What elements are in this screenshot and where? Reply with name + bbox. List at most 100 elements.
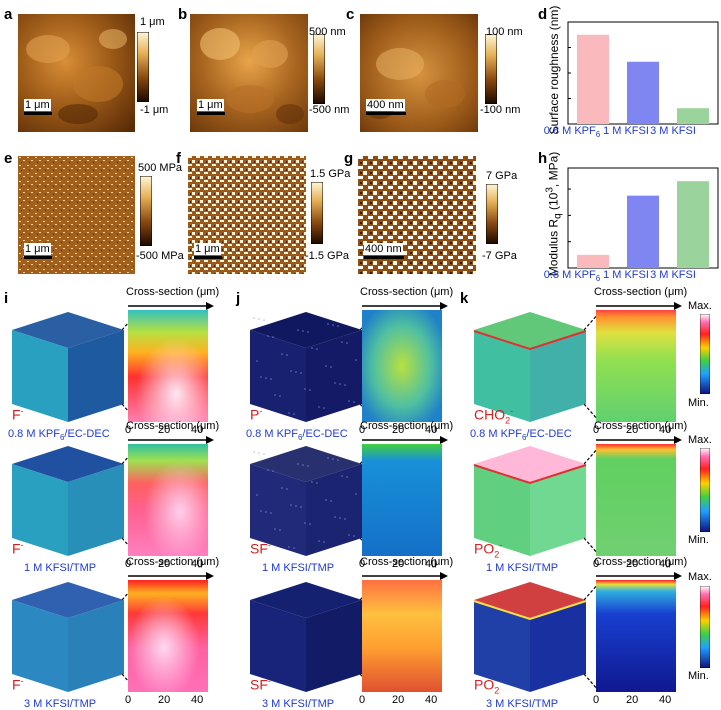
bar-2 <box>627 195 659 268</box>
colorbar-min-c: -100 nm <box>480 104 521 116</box>
ion-species-label: PO2- <box>474 676 503 696</box>
tof-cross-section <box>362 444 442 556</box>
ion-species-label: SF- <box>250 540 271 557</box>
tof-3d-cube <box>473 312 587 422</box>
electrolyte-label: 1 M KFSI/TMP <box>486 562 559 574</box>
ion-species-label: P- <box>250 406 263 423</box>
colorbar-min-f: -1.5 GPa <box>305 250 350 262</box>
bar-2 <box>627 61 659 124</box>
scalebar-label-c: 400 nm <box>366 99 405 111</box>
colorbar-k2 <box>700 448 710 532</box>
cross-section-axis-label: Cross-section (μm) <box>360 286 454 298</box>
depth-arrow <box>596 302 682 310</box>
tof-3d-cube <box>473 446 587 556</box>
colorbar-max-k1: Max. <box>688 300 712 312</box>
scalebar-e <box>24 256 52 259</box>
panel-label-k: k <box>460 290 469 307</box>
scalebar-label-f: 1 μm <box>194 243 221 255</box>
ion-species-label: F- <box>12 540 24 557</box>
cross-section-tick: 20 <box>626 558 639 570</box>
cross-section-tick: 0 <box>593 558 600 570</box>
electrolyte-label: 0.8 M KPF6/EC-DEC <box>8 428 110 443</box>
colorbar-max-g: 7 GPa <box>486 170 518 182</box>
scalebar-f <box>194 256 222 259</box>
cross-section-tick: 0 <box>359 558 366 570</box>
scalebar-b <box>197 112 225 115</box>
tof-3d-cube <box>12 446 124 556</box>
colorbar-max-f: 1.5 GPa <box>310 168 351 180</box>
category-label-kpf6: 0.8 M KPF6 <box>543 125 601 140</box>
cross-section-tick: 40 <box>191 424 204 436</box>
tof-3d-cube <box>12 312 124 422</box>
electrolyte-label: 1 M KFSI/TMP <box>24 562 97 574</box>
panel-label-a: a <box>4 6 13 23</box>
colorbar-min-k2: Min. <box>688 534 709 546</box>
cross-section-tick: 40 <box>659 424 672 436</box>
category-label-3m-kfsi: 3 M KFSI <box>650 269 696 281</box>
cross-section-tick: 20 <box>392 424 405 436</box>
cross-section-tick: 20 <box>158 424 171 436</box>
panel-label-e: e <box>4 150 13 167</box>
depth-arrow <box>596 572 682 580</box>
colorbar-max-c: 100 nm <box>486 26 523 38</box>
ion-species-label: CHO2- <box>474 406 514 426</box>
electrolyte-label: 3 M KFSI/TMP <box>24 698 97 710</box>
panel-label-j: j <box>236 290 241 307</box>
electrolyte-label: 3 M KFSI/TMP <box>262 698 335 710</box>
electrolyte-label: 3 M KFSI/TMP <box>486 698 559 710</box>
tof-3d-cube <box>250 312 362 422</box>
colorbar-k3 <box>700 586 710 668</box>
scalebar-label-e: 1 μm <box>24 243 51 255</box>
colorbar-max-e: 500 MPa <box>138 162 183 174</box>
depth-arrow <box>128 302 214 310</box>
tof-3d-cube <box>473 582 587 692</box>
cross-section-axis-label: Cross-section (μm) <box>360 556 454 568</box>
depth-arrow <box>128 436 214 444</box>
colorbar-min-b: -500 nm <box>309 104 350 116</box>
ion-species-label: PO2- <box>474 540 503 560</box>
scalebar-g <box>364 256 404 259</box>
depth-arrow <box>596 436 682 444</box>
bar-1 <box>577 34 609 124</box>
category-label-3m-kfsi: 3 M KFSI <box>650 125 696 137</box>
colorbar-min-k1: Min. <box>688 397 709 409</box>
panel-label-b: b <box>178 6 188 23</box>
tof-cross-section <box>128 580 208 692</box>
category-label-1m-kfsi: 1 M KFSI <box>603 125 649 137</box>
colorbar-min-a: -1 μm <box>140 104 169 116</box>
chart-surface-roughness <box>567 21 719 125</box>
bar-3 <box>677 181 709 268</box>
bar-3 <box>677 108 709 124</box>
tof-3d-cube <box>250 446 362 556</box>
tof-cross-section <box>596 444 676 556</box>
panel-label-f: f <box>176 150 181 167</box>
panel-label-c: c <box>346 6 355 23</box>
cross-section-tick: 20 <box>158 694 171 706</box>
connector-lines <box>584 313 599 421</box>
afm-height-image-b <box>190 14 308 132</box>
cross-section-tick: 0 <box>125 558 132 570</box>
connector-lines <box>584 583 599 691</box>
cross-section-tick: 40 <box>425 424 438 436</box>
panel-label-g: g <box>344 150 354 167</box>
colorbar-f <box>311 182 323 244</box>
cross-section-tick: 40 <box>659 694 672 706</box>
tof-3d-cube <box>12 582 124 692</box>
cross-section-tick: 40 <box>191 694 204 706</box>
ylabel-d: Surface roughness (nm) <box>547 5 561 135</box>
cross-section-axis-label: Cross-section (μm) <box>594 420 688 432</box>
scalebar-label-b: 1 μm <box>197 99 224 111</box>
cross-section-axis-label: Cross-section (μm) <box>126 420 220 432</box>
cross-section-axis-label: Cross-section (μm) <box>594 286 688 298</box>
cross-section-tick: 40 <box>659 558 672 570</box>
depth-arrow <box>128 572 214 580</box>
colorbar-min-k3: Min. <box>688 670 709 682</box>
tof-3d-cube <box>250 582 362 692</box>
ion-species-label: SF- <box>250 676 271 693</box>
cross-section-tick: 0 <box>125 424 132 436</box>
panel-label-i: i <box>4 290 9 307</box>
cross-section-tick: 0 <box>359 694 366 706</box>
chart-modulus <box>567 167 719 269</box>
colorbar-max-k2: Max. <box>688 434 712 446</box>
cross-section-axis-label: Cross-section (μm) <box>360 420 454 432</box>
